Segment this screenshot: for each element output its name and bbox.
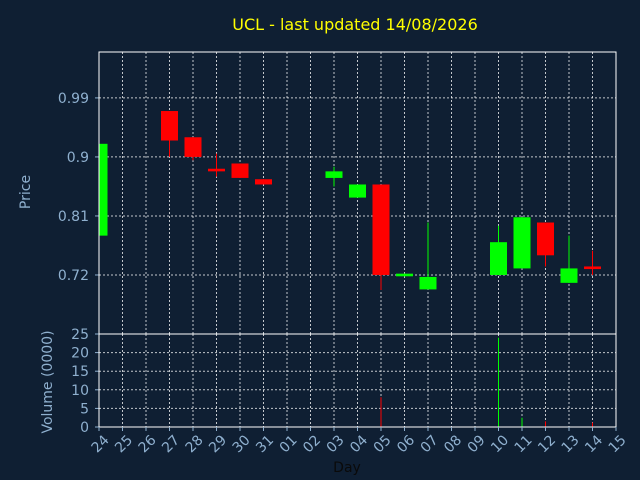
x-tick-label: 08 — [441, 432, 465, 456]
candle-body — [419, 276, 437, 290]
candle-body — [231, 163, 249, 178]
x-tick-label: 01 — [277, 432, 301, 456]
candle-body — [184, 137, 202, 157]
x-tick-label: 28 — [183, 432, 207, 456]
x-tick-label: 26 — [136, 432, 160, 456]
x-tick-label: 10 — [488, 432, 512, 456]
x-tick-label: 29 — [206, 432, 230, 456]
volume-y-tick-label: 10 — [71, 383, 89, 399]
candle-body — [490, 242, 507, 275]
price-candles — [98, 111, 601, 291]
price-y-tick-label: 0.9 — [67, 150, 89, 166]
x-tick-label: 09 — [465, 432, 489, 456]
x-tick-label: 27 — [159, 432, 183, 456]
volume-y-tick-label: 25 — [71, 327, 89, 343]
price-y-axis-label: Price — [18, 175, 34, 209]
x-tick-label: 30 — [230, 432, 254, 456]
x-tick-label: 11 — [512, 432, 536, 456]
price-y-tick-label: 0.99 — [58, 91, 89, 107]
volume-bars — [380, 337, 593, 427]
volume-y-tick-label: 20 — [71, 346, 89, 362]
volume-y-tick-label: 15 — [71, 364, 89, 380]
price-panel: 0.72 0.81 0.9 0.99 Price — [18, 51, 617, 335]
volume-gridlines — [98, 333, 617, 428]
x-tick-label: 04 — [347, 432, 371, 456]
volume-y-tick-label: 0 — [80, 420, 89, 436]
candle-body — [255, 179, 272, 185]
volume-y-tick-label: 5 — [80, 401, 89, 417]
x-tick-label: 31 — [253, 432, 277, 456]
x-tick-label: 03 — [324, 432, 348, 456]
candle-body — [396, 273, 413, 277]
x-tick-label: 05 — [371, 432, 395, 456]
x-tick-label: 24 — [89, 432, 113, 456]
candle-body — [372, 184, 390, 275]
volume-y-axis-label: Volume (0000) — [40, 330, 56, 433]
x-axis-ticks: 24 25 26 27 28 29 30 31 01 02 03 04 05 06 07 08 09 10 11 12… — [89, 427, 630, 456]
candle-body — [560, 268, 578, 283]
candle-body — [584, 266, 601, 270]
candle-body — [349, 184, 366, 198]
candle-body — [537, 222, 554, 256]
candle-body — [513, 217, 531, 269]
price-y-tick-label: 0.72 — [58, 268, 89, 284]
x-tick-label: 06 — [394, 432, 418, 456]
candle-body — [161, 111, 178, 141]
x-axis-label: Day — [333, 460, 361, 476]
x-tick-label: 13 — [559, 432, 583, 456]
volume-panel: 0 5 10 15 20 25 Volume (0000) — [40, 327, 617, 436]
x-tick-label: 15 — [606, 432, 630, 456]
x-tick-label: 12 — [535, 432, 559, 456]
candle-body — [325, 171, 343, 178]
candle-body — [208, 168, 225, 172]
x-tick-label: 14 — [582, 432, 606, 456]
x-tick-label: 07 — [418, 432, 442, 456]
price-y-tick-label: 0.81 — [58, 209, 89, 225]
chart-title: UCL - last updated 14/08/2026 — [232, 15, 478, 34]
price-y-ticks: 0.72 0.81 0.9 0.99 — [58, 91, 99, 284]
x-tick-label: 02 — [300, 432, 324, 456]
x-tick-label: 25 — [112, 432, 136, 456]
candle-body — [99, 143, 108, 236]
volume-y-ticks: 0 5 10 15 20 25 — [71, 327, 99, 436]
